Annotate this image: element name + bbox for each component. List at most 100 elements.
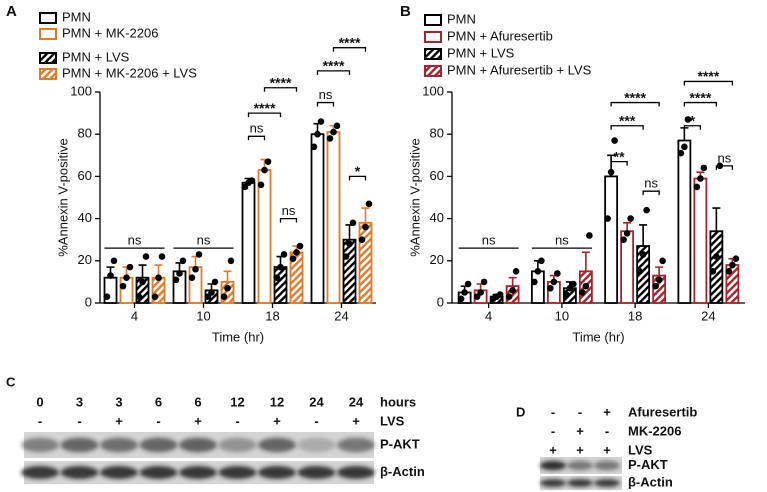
row-label: Afuresertib [628,404,697,419]
data-point [333,122,341,130]
x-tick-label: 10 [196,308,210,323]
lane-label: + [549,442,557,457]
significance-label: **** [697,68,719,84]
significance-bracket [610,125,644,130]
lane-label: - [235,413,239,428]
blot-panel: C 0 3 3 6 6 12 12 24 24 hours - - + - + - + - + LVS P-AKT β-Ac… [6,374,425,484]
data-point [293,249,300,256]
lane-label: + [352,413,360,428]
data-point [289,255,297,262]
significance-bracket [247,135,266,141]
significance-label: * [690,112,696,128]
legend-swatch [39,68,57,80]
data-point [314,130,321,138]
data-point [713,253,720,260]
data-point [636,268,643,275]
data-point [550,278,558,286]
blot-band [139,466,178,479]
data-point [310,143,318,151]
error-bar [639,224,648,247]
blot-band [21,437,59,453]
lane-label: - [314,413,318,428]
row-label: LVS [380,413,405,428]
significance-bracket [316,70,351,75]
significance-label: **** [624,89,646,105]
legend-label: PMN + LVS [62,49,130,64]
bar [530,270,545,304]
lane-label: 24 [309,394,324,409]
x-tick-label: 18 [265,308,279,323]
data-point [729,261,736,269]
significance-label: ns [282,203,296,218]
blot-band [258,437,296,453]
data-point [135,293,143,300]
lane-label: + [115,413,123,428]
data-point [261,166,268,174]
data-point [346,240,353,248]
blot-band [297,437,336,453]
data-point [461,289,468,296]
blot-band [297,466,336,479]
x-tick-label: 4 [485,308,492,323]
data-point [579,289,586,296]
data-point [512,268,520,275]
legend-swatch [424,31,442,43]
data-point [582,282,590,290]
data-point [151,293,159,300]
blot-band [100,466,138,479]
data-point [547,284,554,292]
blot-band [540,479,566,487]
significance-bracket [683,125,702,130]
significance-label: ns [718,150,732,165]
row-label: LVS [628,442,653,457]
blot-band [567,460,593,471]
error-bar [223,270,232,282]
blot-band [258,466,296,479]
data-point [179,257,187,265]
lane-label: 12 [230,394,244,409]
error-bar [361,207,370,223]
data-point [139,278,146,286]
data-point [457,295,465,303]
lane-label: 3 [115,394,122,409]
data-point [349,219,357,227]
legend-swatch [39,28,57,40]
data-point [534,268,542,275]
data-point [264,158,272,165]
lane-label: 24 [349,394,364,409]
error-bar [191,255,200,268]
y-tick-label: 40 [78,210,92,225]
data-point [697,175,704,182]
error-bar [712,207,721,232]
data-point [126,263,134,271]
data-point [330,128,337,136]
y-axis-label: %Annexin V-positive [55,138,70,257]
panel-label: A [6,3,17,20]
lane-label: - [38,413,42,428]
legend-label: PMN [447,11,476,26]
data-point [220,293,228,300]
error-bar [345,224,354,240]
significance-label: * [355,163,361,179]
data-point [505,293,513,300]
x-tick-label: 10 [555,308,569,323]
lane-label: - [551,404,555,419]
significance-label: **** [689,89,711,105]
y-axis-label: %Annexin V-positive [407,138,422,257]
blot-band [218,466,257,479]
x-axis-label: Time (hr) [212,329,264,344]
data-point [277,263,284,271]
bar [310,133,325,304]
legend-label: PMN + Afuresertib [447,28,553,43]
significance-label: ns [555,233,569,248]
y-tick-label: 20 [78,252,92,267]
panel-label: B [400,3,411,20]
legend-label: PMN + LVS [447,45,515,60]
error-bar [175,262,184,272]
significance-bracket [316,101,335,107]
data-point [365,200,373,208]
data-point [195,251,203,258]
data-point [477,289,484,296]
